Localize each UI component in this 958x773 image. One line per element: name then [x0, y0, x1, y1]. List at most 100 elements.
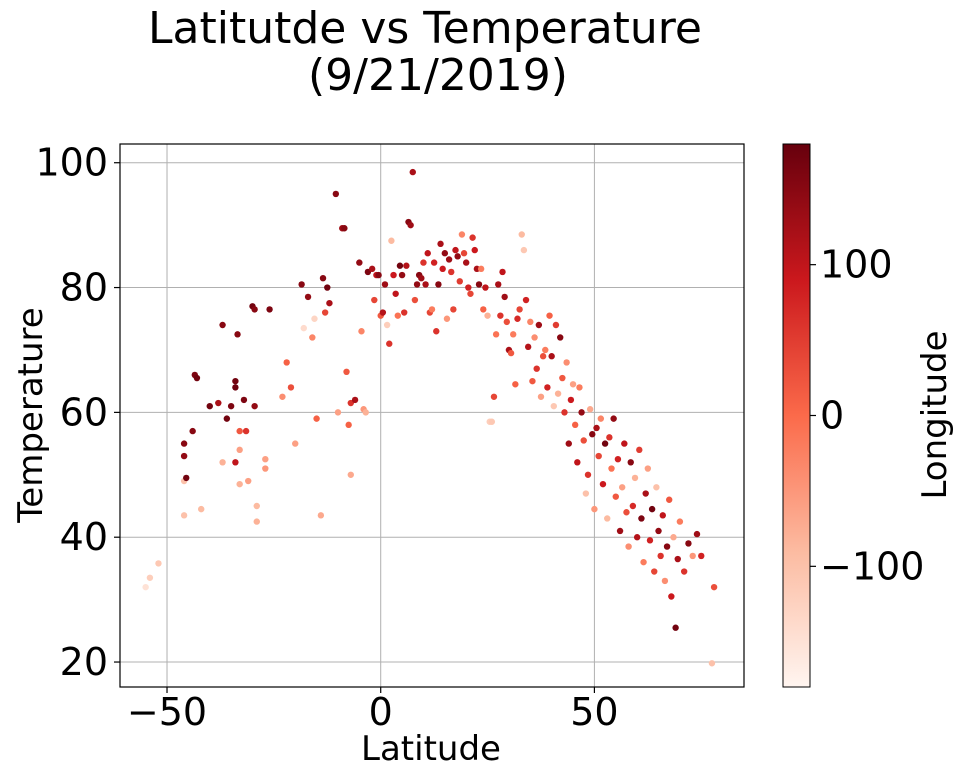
data-point [232, 384, 239, 391]
data-point [680, 568, 688, 575]
data-point [708, 660, 716, 667]
data-point [219, 321, 226, 329]
data-point [548, 353, 555, 360]
data-point [608, 465, 615, 472]
data-point [411, 296, 419, 304]
data-point [193, 374, 201, 382]
data-point [409, 168, 416, 176]
x-tick-label: 50 [570, 690, 618, 734]
data-point [689, 552, 696, 560]
data-point [358, 328, 365, 335]
y-axis-label: Temperature [11, 307, 51, 523]
data-point [670, 534, 677, 541]
x-axis-ticks: −50 0 50 [127, 687, 619, 734]
data-point [591, 505, 598, 513]
data-point [522, 296, 530, 304]
data-point [253, 502, 260, 510]
data-point [612, 493, 619, 500]
data-point [383, 321, 391, 329]
data-point [262, 455, 269, 463]
data-point [386, 340, 393, 347]
data-point [565, 440, 572, 447]
data-point [471, 246, 478, 254]
data-point [215, 399, 222, 407]
data-point [559, 374, 566, 382]
data-point [465, 284, 472, 291]
data-point [407, 221, 414, 229]
data-point [571, 421, 579, 429]
y-tick-label: 40 [60, 515, 108, 559]
data-point [604, 515, 611, 522]
data-point [629, 502, 637, 510]
chart-title-line-1: Latitutde vs Temperature [148, 3, 702, 54]
data-point [240, 396, 248, 404]
data-point [648, 505, 656, 513]
data-point [279, 393, 286, 400]
data-point [371, 296, 378, 304]
data-point [183, 474, 190, 482]
data-point [403, 262, 410, 269]
data-point [422, 281, 429, 288]
data-point [516, 306, 523, 313]
data-point [420, 259, 427, 266]
data-point [606, 434, 613, 441]
data-point [146, 574, 154, 581]
data-point [189, 427, 196, 435]
data-point [292, 440, 299, 447]
colorbar-tick-label: −100 [820, 544, 924, 588]
data-point [621, 440, 628, 447]
data-point [482, 284, 489, 291]
data-point [520, 246, 528, 254]
data-point [512, 381, 519, 388]
data-point [266, 306, 273, 313]
data-point [332, 190, 340, 198]
data-point [484, 312, 491, 319]
data-point [379, 309, 387, 316]
data-point [586, 406, 594, 413]
data-point [655, 527, 662, 535]
data-point [638, 515, 645, 522]
data-point [155, 560, 162, 567]
data-point [668, 593, 675, 600]
data-point [618, 484, 626, 491]
data-point [180, 512, 188, 519]
data-point [396, 262, 404, 269]
data-point [495, 281, 502, 288]
data-point [356, 259, 363, 266]
data-point [390, 271, 397, 279]
data-point [685, 540, 692, 547]
data-point [428, 306, 436, 313]
data-point [388, 237, 395, 244]
data-point [392, 290, 399, 297]
data-point [480, 306, 487, 313]
data-point [576, 384, 583, 391]
data-point [659, 512, 666, 519]
data-point [524, 343, 532, 351]
colorbar-label: Longitude [915, 330, 955, 499]
y-axis-ticks: 20 40 60 80 100 [35, 141, 120, 684]
data-point [401, 309, 408, 316]
data-point [262, 465, 269, 472]
data-point [326, 299, 333, 307]
data-point [666, 496, 673, 503]
data-point [597, 415, 605, 422]
data-point [251, 306, 258, 313]
data-point [567, 396, 575, 404]
data-point [242, 427, 250, 435]
data-point [661, 577, 669, 585]
y-tick-label: 20 [60, 640, 108, 684]
data-point [552, 321, 560, 329]
data-points [142, 168, 718, 667]
data-point [413, 281, 421, 288]
data-point [435, 281, 442, 288]
data-point [433, 328, 440, 335]
data-point [582, 490, 590, 497]
data-point [236, 446, 243, 454]
data-point [227, 402, 235, 410]
data-point [375, 271, 382, 279]
data-point [439, 265, 446, 273]
data-point [584, 471, 592, 478]
data-point [537, 393, 545, 400]
data-point [488, 418, 496, 425]
grid [120, 144, 744, 687]
